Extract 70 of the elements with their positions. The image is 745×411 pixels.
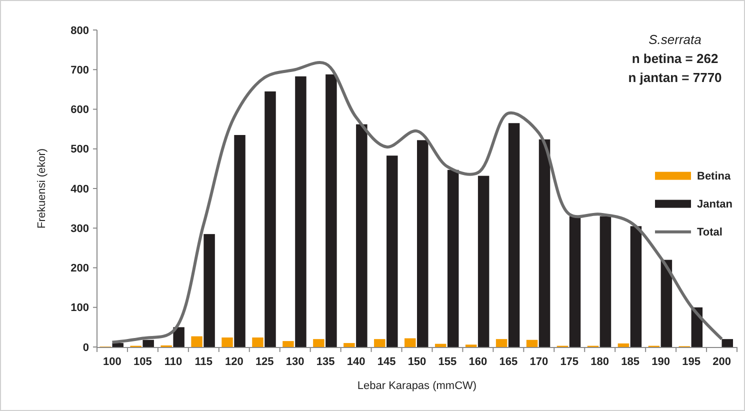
- legend-label: Jantan: [697, 198, 733, 211]
- bar: [496, 339, 508, 347]
- bar: [356, 124, 368, 347]
- x-tick-label: 125: [255, 356, 274, 368]
- y-tick-label: 100: [70, 302, 89, 314]
- x-tick-label: 150: [408, 356, 426, 368]
- x-tick-label: 195: [682, 356, 700, 368]
- bar: [252, 337, 264, 347]
- bar: [660, 260, 672, 347]
- bar: [434, 344, 446, 347]
- bar: [142, 340, 154, 347]
- x-tick-label: 145: [377, 356, 396, 368]
- annotation: S.serrata: [648, 32, 702, 47]
- bar: [191, 336, 202, 347]
- bar: [618, 343, 630, 347]
- bar: [374, 339, 386, 347]
- y-tick-label: 600: [70, 104, 89, 116]
- x-tick-label: 185: [621, 356, 640, 368]
- legend-label: Total: [697, 226, 722, 239]
- bar: [538, 139, 550, 347]
- bar: [313, 339, 324, 347]
- x-tick-label: 100: [103, 356, 122, 368]
- y-tick-label: 800: [70, 24, 89, 37]
- bar: [417, 140, 428, 347]
- y-tick-label: 500: [70, 144, 89, 156]
- x-tick-label: 190: [652, 356, 670, 368]
- annotation: n jantan = 7770: [628, 70, 722, 85]
- x-axis-title: Lebar Karapas (mmCW): [357, 380, 477, 392]
- bar: [344, 343, 355, 347]
- x-tick-label: 130: [286, 356, 304, 368]
- bar: [326, 74, 337, 347]
- x-tick-label: 155: [438, 356, 457, 368]
- bar: [722, 339, 734, 347]
- x-tick-label: 200: [712, 356, 731, 368]
- bar: [569, 216, 581, 347]
- bar: [295, 76, 306, 347]
- bar: [234, 135, 246, 347]
- x-tick-label: 165: [499, 356, 518, 368]
- bar: [508, 123, 520, 347]
- bar: [600, 216, 612, 347]
- bar: [447, 170, 459, 347]
- bar: [404, 338, 416, 347]
- x-tick-label: 120: [224, 356, 244, 368]
- bar: [526, 340, 538, 347]
- bar: [386, 156, 398, 347]
- y-tick-label: 200: [70, 262, 89, 275]
- x-tick-label: 180: [590, 356, 610, 368]
- annotation: n betina = 262: [632, 51, 718, 66]
- x-tick-label: 115: [194, 356, 213, 368]
- bar: [282, 341, 294, 347]
- x-tick-label: 160: [468, 356, 488, 368]
- bar: [222, 337, 233, 347]
- x-tick-label: 175: [560, 356, 579, 368]
- bar: [478, 176, 490, 347]
- x-tick-label: 135: [316, 356, 335, 368]
- y-tick-label: 300: [70, 222, 89, 235]
- x-tick-label: 110: [164, 356, 182, 368]
- x-tick-label: 105: [134, 356, 152, 368]
- x-tick-label: 140: [346, 356, 366, 368]
- y-tick-label: 700: [70, 64, 89, 76]
- bar: [112, 343, 124, 347]
- legend-label: Betina: [697, 170, 732, 183]
- y-axis-title: Frekuensi (ekor): [36, 148, 48, 229]
- x-tick-label: 170: [530, 356, 548, 368]
- y-tick-label: 0: [82, 342, 89, 354]
- bar: [204, 234, 215, 347]
- bar: [630, 226, 642, 347]
- bar: [264, 91, 276, 347]
- bar: [173, 327, 184, 347]
- y-tick-label: 400: [70, 183, 89, 196]
